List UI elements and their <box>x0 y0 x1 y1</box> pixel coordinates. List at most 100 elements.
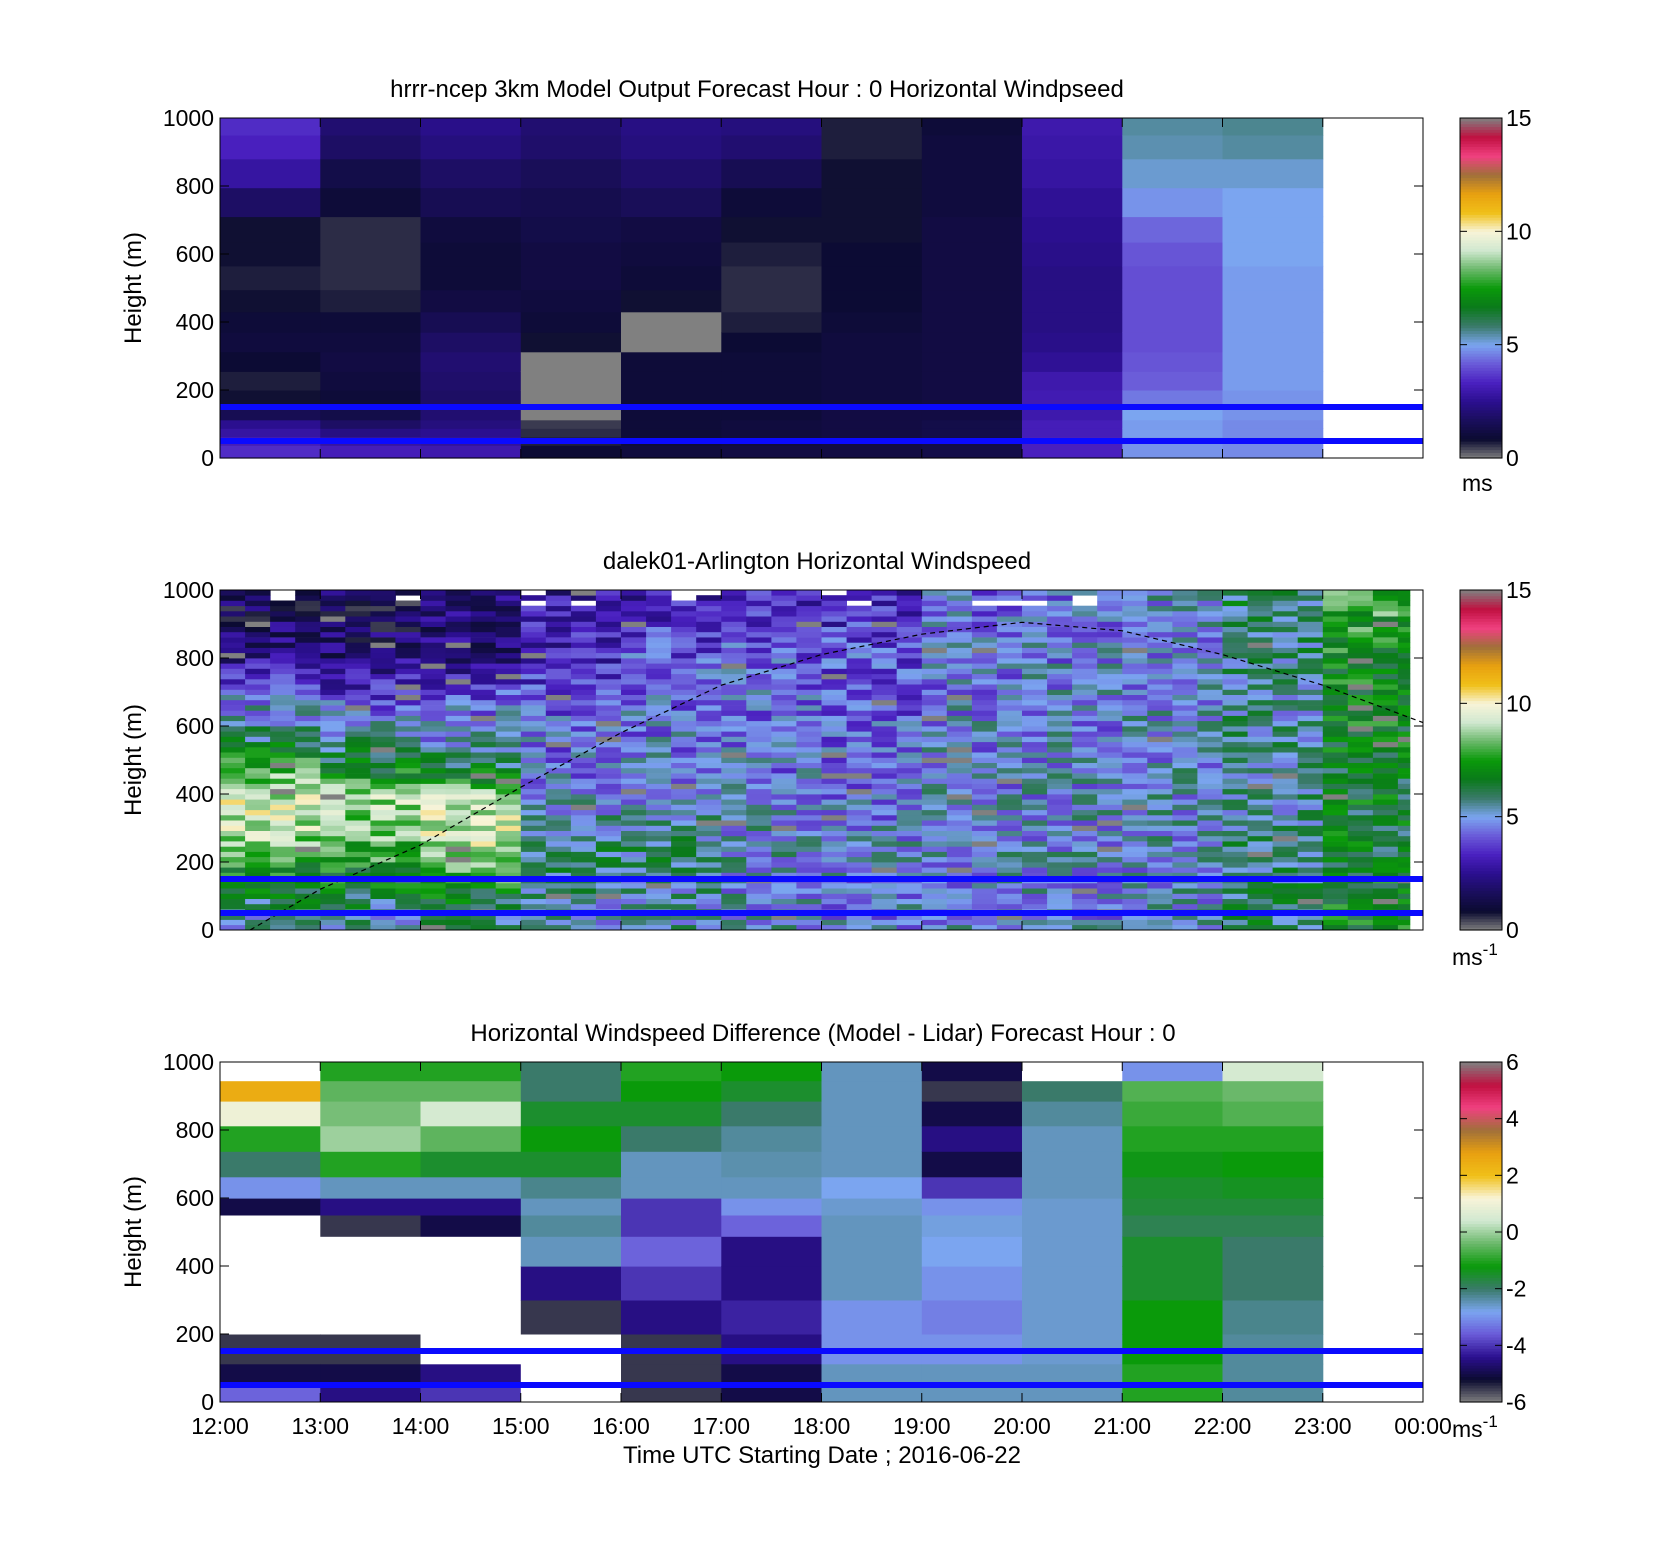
heatmap-cell <box>1097 731 1123 737</box>
heatmap-cell <box>420 762 446 769</box>
heatmap-cell <box>971 741 998 748</box>
heatmap-cell <box>871 778 898 784</box>
heatmap-cell <box>746 736 772 743</box>
colorbar-swatch <box>1460 310 1502 315</box>
heatmap-cell <box>545 773 572 779</box>
heatmap-cell <box>671 600 697 607</box>
heatmap-cell <box>370 830 396 837</box>
heatmap-cell <box>445 778 472 784</box>
heatmap-cell <box>1272 783 1299 790</box>
heatmap-cell <box>746 757 772 763</box>
heatmap-cell <box>1297 736 1324 743</box>
heatmap-cell <box>420 663 446 669</box>
heatmap-cell <box>370 715 396 722</box>
heatmap-cell <box>520 846 547 852</box>
heatmap-cell <box>846 621 873 627</box>
heatmap-cell <box>821 428 923 438</box>
heatmap-cell <box>595 825 622 831</box>
heatmap-cell <box>896 888 923 894</box>
heatmap-cell <box>1222 590 1248 596</box>
heatmap-cell <box>1397 893 1411 899</box>
heatmap-cell <box>871 841 898 847</box>
heatmap-cell <box>520 919 547 926</box>
heatmap-cell <box>621 773 647 779</box>
colorbar-swatch <box>1460 1192 1502 1196</box>
heatmap-cell <box>621 637 647 643</box>
heatmap-cell <box>345 919 371 926</box>
heatmap-cell <box>1097 862 1123 868</box>
heatmap-cell <box>1372 658 1399 664</box>
heatmap-cell <box>220 668 246 675</box>
colorbar-swatch <box>1460 825 1502 829</box>
heatmap-cell <box>746 804 772 811</box>
heatmap-cell <box>896 610 923 617</box>
heatmap-cell <box>1222 841 1248 847</box>
heatmap-cell <box>570 746 597 753</box>
heatmap-cell <box>1272 924 1299 931</box>
heatmap-cell <box>1222 668 1248 675</box>
heatmap-cell <box>996 762 1023 769</box>
heatmap-cell <box>1172 804 1198 811</box>
heatmap-cell <box>345 731 371 737</box>
heatmap-cell <box>370 610 396 617</box>
heatmap-cell <box>370 820 396 826</box>
heatmap-cell <box>370 710 396 716</box>
heatmap-cell <box>1272 673 1299 680</box>
heatmap-cell <box>220 1062 321 1082</box>
heatmap-cell <box>320 590 346 596</box>
heatmap-cell <box>445 825 472 831</box>
heatmap-cell <box>921 1236 1023 1267</box>
heatmap-cell <box>1147 804 1173 811</box>
heatmap-cell <box>445 872 472 879</box>
heatmap-cell <box>946 590 973 596</box>
colorbar-swatch <box>1460 609 1502 614</box>
heatmap-cell <box>1072 825 1098 831</box>
heatmap-cell <box>1347 726 1374 732</box>
heatmap-cell <box>621 332 722 353</box>
heatmap-cell <box>946 762 973 769</box>
heatmap-cell <box>671 919 697 926</box>
heatmap-cell <box>1347 804 1374 811</box>
heatmap-cell <box>495 642 522 648</box>
heatmap-cell <box>846 762 873 769</box>
heatmap-cell <box>1222 862 1248 868</box>
heatmap-cell <box>721 1266 823 1301</box>
colorbar-swatch <box>1460 1076 1502 1080</box>
heatmap-cell <box>646 809 672 816</box>
heatmap-cell <box>896 914 923 920</box>
heatmap-cell <box>370 736 396 743</box>
heatmap-cell <box>846 794 873 800</box>
heatmap-cell <box>821 158 923 189</box>
colorbar-swatch <box>1460 1300 1502 1304</box>
heatmap-cell <box>946 705 973 711</box>
heatmap-cell <box>771 862 797 868</box>
heatmap-cell <box>420 590 446 596</box>
heatmap-cell <box>1197 715 1223 722</box>
colorbar-swatch <box>1460 754 1502 758</box>
heatmap-cell <box>696 851 722 858</box>
heatmap-cell <box>771 898 797 905</box>
heatmap-cell <box>846 699 873 706</box>
heatmap-cell <box>871 731 898 737</box>
heatmap-cell <box>821 242 923 267</box>
heatmap-cell <box>1272 605 1299 612</box>
model-y-axis-label: Height (m) <box>120 232 147 344</box>
heatmap-cell <box>1172 924 1198 931</box>
colorbar-swatch <box>1460 646 1502 651</box>
heatmap-cell <box>1347 820 1374 826</box>
heatmap-cell <box>896 694 923 701</box>
heatmap-cell <box>545 919 572 926</box>
heatmap-cell <box>621 663 647 669</box>
heatmap-cell <box>1222 830 1248 837</box>
heatmap-cell <box>621 710 647 716</box>
heatmap-cell <box>921 647 948 654</box>
heatmap-cell <box>796 783 822 790</box>
colorbar-swatch <box>1460 1274 1502 1278</box>
heatmap-cell <box>746 741 772 748</box>
heatmap-cell <box>971 668 998 675</box>
heatmap-cell <box>1372 767 1399 774</box>
heatmap-cell <box>771 616 797 622</box>
heatmap-cell <box>1122 407 1224 421</box>
heatmap-cell <box>621 445 722 459</box>
heatmap-cell <box>270 893 296 899</box>
